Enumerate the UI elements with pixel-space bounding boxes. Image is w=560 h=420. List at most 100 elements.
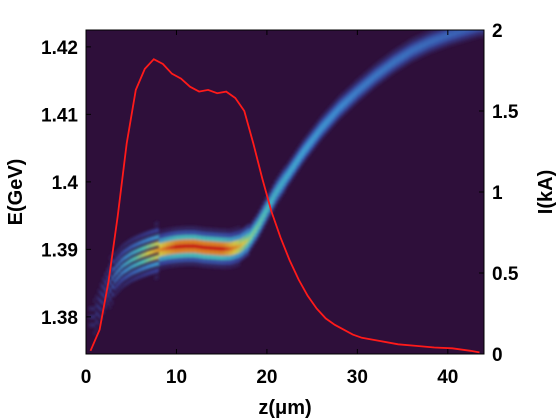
density-cell xyxy=(210,245,214,251)
density-cell xyxy=(276,180,279,185)
density-cell xyxy=(228,259,232,265)
density-cell xyxy=(176,239,180,245)
density-cell xyxy=(206,258,209,264)
density-cell xyxy=(328,106,331,112)
density-cell xyxy=(185,243,189,249)
density-cell xyxy=(140,259,143,265)
density-cell xyxy=(362,73,365,79)
density-cell xyxy=(423,41,426,47)
density-cell xyxy=(466,36,469,42)
y-left-tick-label: 1.4 xyxy=(52,173,79,194)
density-cell xyxy=(303,157,306,163)
density-cell xyxy=(337,99,340,105)
density-cell xyxy=(427,42,431,48)
density-cell xyxy=(317,122,320,128)
density-cell xyxy=(102,285,105,290)
density-cell xyxy=(145,264,148,270)
density-cell xyxy=(276,176,279,182)
density-cell xyxy=(398,58,401,64)
density-cell xyxy=(199,244,202,250)
density-cell xyxy=(360,91,363,97)
density-cell xyxy=(369,74,372,79)
density-cell xyxy=(301,140,304,146)
density-cell xyxy=(441,34,444,40)
density-cell xyxy=(120,258,123,263)
density-cell xyxy=(403,52,406,58)
density-cell xyxy=(172,258,175,263)
density-cell xyxy=(118,260,121,266)
density-cell xyxy=(301,160,304,166)
density-cell xyxy=(199,240,202,245)
density-cell xyxy=(423,38,426,44)
density-cell xyxy=(285,180,288,186)
density-cell xyxy=(167,232,171,237)
density-cell xyxy=(384,55,388,60)
density-cell xyxy=(258,231,261,237)
density-cell xyxy=(231,232,234,238)
density-cell xyxy=(215,245,218,251)
density-cell xyxy=(416,48,419,54)
density-cell xyxy=(179,248,182,254)
density-cell xyxy=(276,183,279,189)
density-cell xyxy=(337,102,340,108)
density-cell xyxy=(292,160,295,166)
density-cell xyxy=(391,66,394,72)
density-cell xyxy=(308,144,311,150)
density-cell xyxy=(142,252,146,258)
density-cell xyxy=(303,143,306,149)
density-cell xyxy=(450,37,453,43)
density-cell xyxy=(115,256,119,262)
density-cell xyxy=(280,191,284,197)
density-cell xyxy=(436,32,440,38)
density-cell xyxy=(328,116,331,122)
density-cell xyxy=(319,119,322,125)
density-cell xyxy=(226,232,229,238)
y-right-tick-label: 0.5 xyxy=(492,264,519,285)
density-cell xyxy=(152,249,155,255)
y-right-tick-label: 1.5 xyxy=(492,102,519,123)
density-cell xyxy=(242,254,245,260)
density-cell xyxy=(228,241,232,247)
density-cell xyxy=(396,63,399,69)
density-cell xyxy=(256,224,259,230)
density-cell xyxy=(190,230,193,236)
density-cell xyxy=(240,251,243,257)
density-cell xyxy=(425,50,428,56)
density-cell xyxy=(154,235,157,241)
density-cell xyxy=(240,238,243,243)
density-cell xyxy=(461,34,465,40)
density-cell xyxy=(299,163,302,169)
density-cell xyxy=(398,52,401,58)
current-profile-line xyxy=(89,58,480,354)
density-cell xyxy=(102,301,105,307)
density-cell xyxy=(341,105,345,110)
density-cell xyxy=(332,111,336,117)
density-cell xyxy=(235,249,238,254)
density-cell xyxy=(192,261,195,267)
density-cell xyxy=(314,142,318,148)
density-cell xyxy=(120,244,123,250)
density-cell xyxy=(468,30,471,34)
density-cell xyxy=(482,30,484,32)
density-cell xyxy=(341,111,345,117)
density-cell xyxy=(369,80,372,86)
density-cell xyxy=(461,31,465,37)
density-cell xyxy=(247,224,250,229)
density-cell xyxy=(278,176,281,182)
density-cell xyxy=(380,58,383,64)
density-cell xyxy=(260,227,263,233)
density-cell xyxy=(371,68,374,74)
density-cell xyxy=(206,249,209,255)
density-cell xyxy=(167,249,171,255)
density-cell xyxy=(185,230,189,236)
density-cell xyxy=(400,57,403,63)
density-cell xyxy=(423,48,426,54)
phase-space-density xyxy=(88,24,484,336)
density-cell xyxy=(167,263,171,269)
density-cell xyxy=(181,243,184,249)
density-cell xyxy=(170,249,173,255)
density-cell xyxy=(473,24,475,29)
density-cell xyxy=(161,264,164,270)
density-cell xyxy=(260,220,263,226)
density-cell xyxy=(434,30,437,35)
